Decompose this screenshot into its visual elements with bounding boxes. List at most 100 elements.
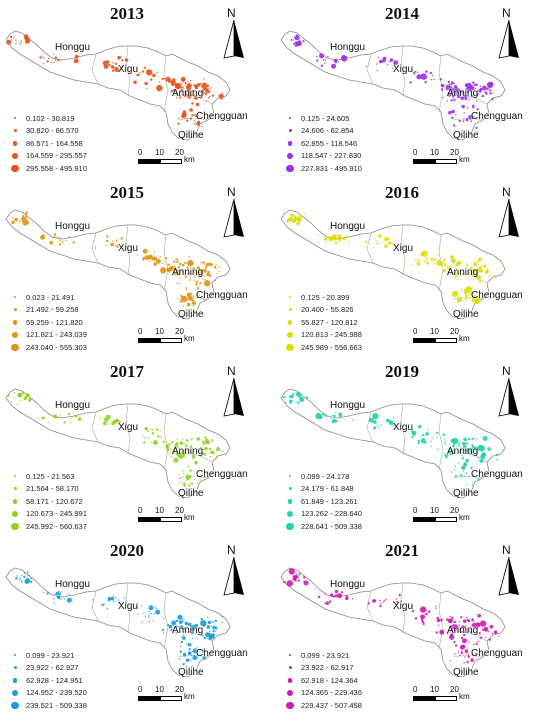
data-point [460,451,463,453]
data-point [489,624,494,629]
data-point [193,629,195,631]
data-point [191,650,193,653]
legend-label: 227.831 - 495.910 [301,163,362,173]
data-point [484,264,487,267]
data-point [178,117,180,120]
data-point [299,397,305,402]
data-point [68,593,70,595]
legend-label: 124.365 - 229.436 [301,688,362,698]
legend-item: 120.673 - 245.991 [10,508,87,521]
data-point [453,624,459,630]
data-point [393,60,399,66]
legend-item: 243.040 - 555.303 [10,341,87,354]
scale-segment-light [435,159,457,164]
data-point [205,632,211,638]
data-point [476,269,480,274]
data-point [478,88,482,93]
data-point [196,437,200,441]
data-point [71,416,73,418]
data-point [46,592,49,595]
data-point [460,270,463,272]
data-point [56,58,60,62]
data-point [427,262,430,265]
data-point [150,612,152,615]
data-point [210,450,215,454]
data-point [489,92,492,95]
data-point [467,655,470,658]
data-point [49,240,54,245]
data-point [330,593,334,597]
data-point [476,84,478,86]
data-point [376,63,378,65]
data-point [294,38,296,40]
legend-swatch [13,487,17,491]
data-point [290,213,295,217]
place-label-chengguan: Chengguan [471,648,523,659]
data-point [282,396,285,399]
legend-label: 0.099 - 24.178 [301,471,350,481]
data-point [191,629,194,631]
scale-segment-light [435,517,457,522]
data-point [296,221,300,226]
data-point [340,416,343,418]
data-point [378,426,380,429]
data-point [465,442,469,445]
data-point [194,123,196,125]
panel-year-title: 2016 [385,183,419,202]
data-point [443,438,446,440]
place-label-honggu: Honggu [55,42,91,53]
data-point [330,417,332,419]
data-point [115,244,119,248]
data-point [170,89,173,92]
data-point [54,56,57,59]
data-point [67,412,71,416]
data-point [171,441,174,444]
data-point [439,629,445,635]
district-boundary [125,45,131,97]
legend-label: 61.849 - 123.261 [301,496,358,506]
district-boundary [400,45,406,97]
north-arrow-icon [498,378,519,417]
data-point [460,96,465,100]
data-point [379,599,381,602]
data-point [302,40,305,43]
data-point [146,87,148,90]
data-point [191,110,193,112]
data-point [479,620,487,627]
data-point [195,113,199,118]
data-point [467,629,470,632]
data-point [383,599,386,602]
data-point [367,602,371,605]
panel-year-title: 2017 [110,362,144,381]
data-point [151,433,153,435]
data-point [380,424,382,426]
data-point [478,445,485,452]
data-point [20,42,22,44]
data-point [52,53,55,55]
data-point [202,297,206,300]
data-point [486,266,488,269]
data-point [479,459,484,463]
data-point [427,610,431,614]
legend-swatch [288,308,292,312]
legend-item: 24.606 - 62.854 [285,125,362,138]
data-point [420,614,426,620]
data-point [189,275,191,278]
data-point [352,598,354,600]
data-point [200,476,202,479]
legend-label: 228.641 - 509.338 [301,521,362,531]
data-point [296,393,299,396]
data-point [174,266,177,269]
legend-swatch [288,487,292,491]
data-point [199,451,202,453]
data-point [296,576,299,579]
data-point [470,631,473,634]
data-point [181,453,186,458]
data-point [373,247,375,249]
legend-label: 0.099 - 23.921 [301,650,350,660]
data-point [178,615,181,618]
data-point [183,95,186,98]
data-point [186,626,188,629]
data-point [451,259,454,262]
data-point [295,580,297,582]
